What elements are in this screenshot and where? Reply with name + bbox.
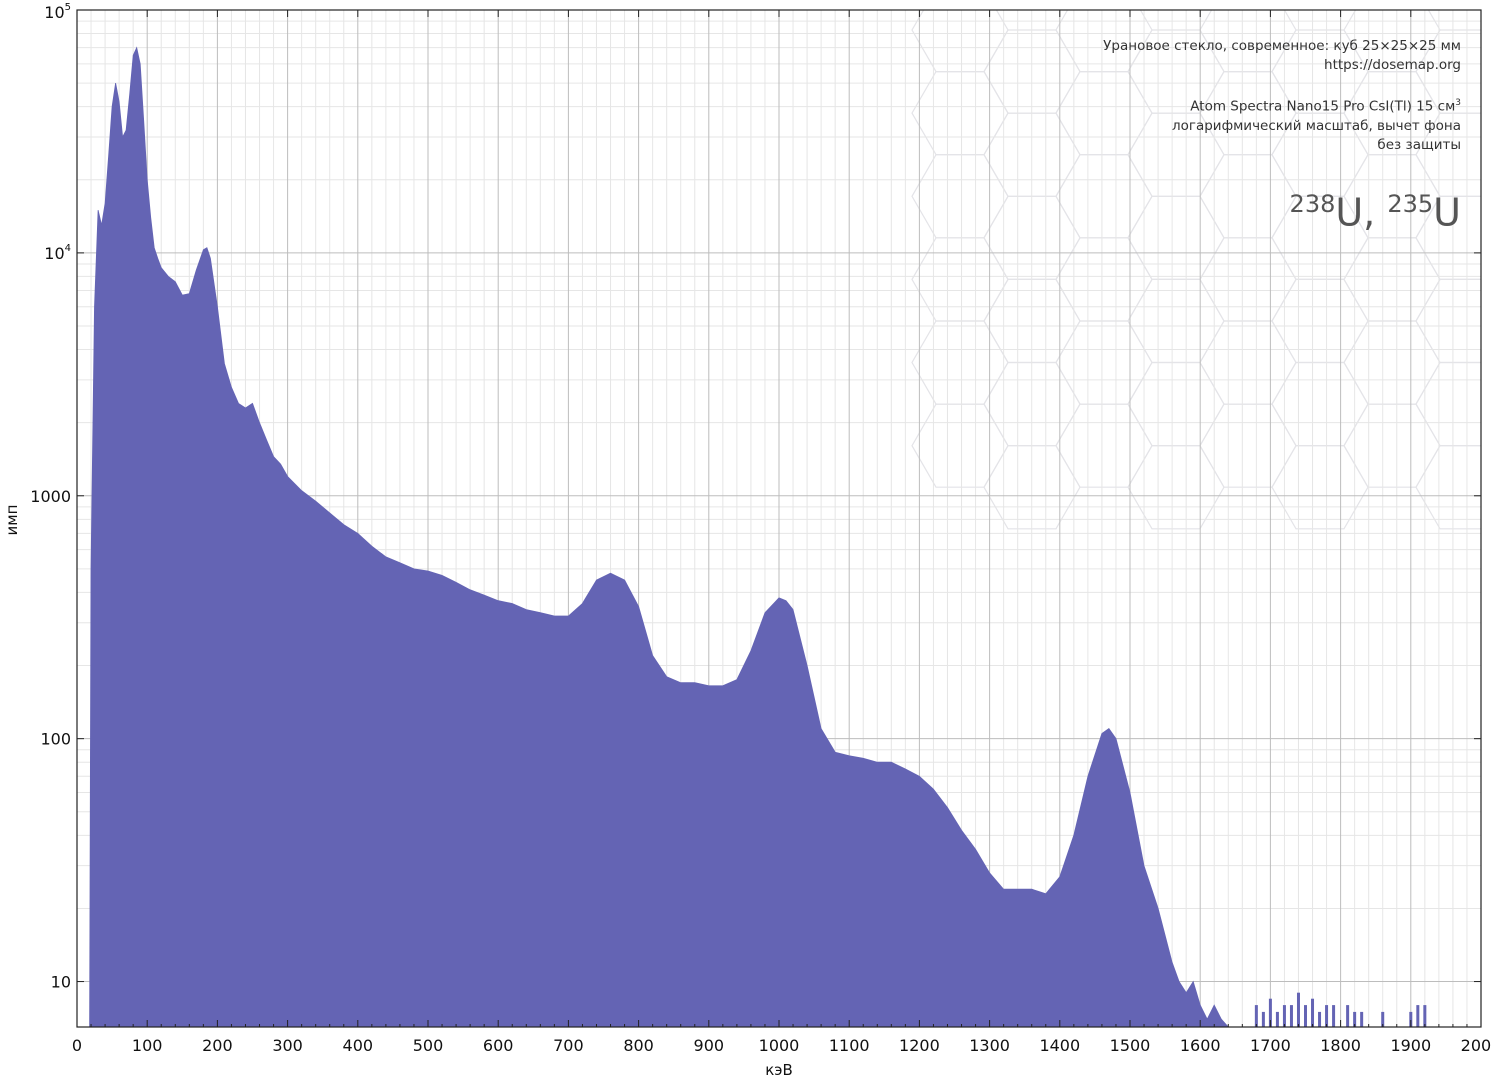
y-tick-label: 1000 [30,487,71,506]
x-tick-label: 800 [623,1036,654,1055]
hexagon-cell [1415,195,1481,280]
spectrum-tail-spike [1304,1005,1307,1027]
x-tick-label: 1500 [1110,1036,1151,1055]
spectrum-tail-spike [1332,1005,1336,1027]
x-tick-label: 1000 [759,1036,800,1055]
annotation-sample: Урановое стекло, современное: куб 25×25×… [1103,37,1461,75]
x-axis-label: кэВ [765,1061,793,1079]
x-tick-label: 1200 [899,1036,940,1055]
spectrum-tail-spike [1353,1011,1357,1027]
x-tick-label: 700 [553,1036,584,1055]
annotation-detector-text: Atom Spectra Nano15 Pro CsI(Tl) 15 см [1190,98,1456,115]
spectrum-tail-spike [1409,1011,1413,1027]
x-tick-label: 1300 [969,1036,1010,1055]
annotation-scale: логарифмический масштаб, вычет фона [1171,117,1461,134]
x-tick-label: 1900 [1390,1036,1431,1055]
spectrum-tail-spike [1325,1005,1329,1027]
x-tick-label: 1700 [1250,1036,1291,1055]
spectrum-tail-spike [1318,1011,1322,1027]
x-tick-label: 2000 [1461,1036,1491,1055]
hexagon-cell [1415,112,1481,197]
y-axis-label: имп [3,505,21,536]
spectrum-tail-spike [1381,1011,1385,1027]
annotation-detector-unit-sup: 3 [1455,98,1461,108]
annotation-detector-line: Atom Spectra Nano15 Pro CsI(Tl) 15 см3 [1172,94,1461,117]
x-tick-label: 100 [132,1036,163,1055]
x-tick-label: 1400 [1039,1036,1080,1055]
spectrum-tail-spike [1261,1011,1265,1027]
isotope1-symbol: U, [1335,190,1376,235]
annotation-detector: Atom Spectra Nano15 Pro CsI(Tl) 15 см3 л… [1172,94,1461,155]
x-tick-label: 200 [202,1036,233,1055]
x-tick-label: 1800 [1320,1036,1361,1055]
annotation-url: https://dosemap.org [1324,57,1461,73]
spectrum-tail-spike [1360,1011,1364,1027]
y-tick-label: 105 [44,2,71,22]
isotope-label: 238U, 235U [1290,190,1461,235]
hexagon-cell [1415,278,1481,364]
spectrum-tail-spike [1296,992,1300,1027]
y-tick-label: 104 [44,243,71,263]
spectrum-tail-spike [1416,1005,1420,1027]
x-tick-label: 500 [413,1036,444,1055]
isotope1-mass: 238 [1289,190,1336,218]
y-axis-ticks: 10 100 1000 104 105 [30,2,1481,992]
spectrum-tail-spike [1268,998,1272,1027]
spectrum-tail-spike [1275,1011,1279,1027]
hexagon-cell [1415,361,1481,447]
spectrum-tail-spike [1282,1005,1286,1027]
y-tick-label: 10 [51,973,71,992]
x-tick-label: 900 [694,1036,725,1055]
spectrum-area-layer [89,46,1427,1027]
x-tick-label: 1100 [829,1036,870,1055]
hexagon-cell [1415,445,1481,530]
x-axis-ticks: 0 100 200 300 400 500 600 700 800 900 1000 1100 1200… [72,10,1491,1055]
spectrum-area [89,46,1229,1027]
spectrum-tail-spike [1311,998,1315,1027]
isotope2-mass: 235 [1387,190,1434,218]
x-tick-label: 400 [343,1036,374,1055]
annotation-shielding: без защиты [1377,136,1461,153]
spectrum-tail-spike [1254,1005,1258,1027]
spectrum-tail-spike [1289,1005,1293,1027]
hexagon-cell [1415,29,1481,114]
x-tick-label: 1600 [1180,1036,1221,1055]
isotope2-symbol: U [1433,190,1461,235]
x-tick-label: 0 [72,1036,82,1055]
spectrum-tail-spike [1346,1005,1350,1027]
y-tick-label: 100 [40,730,71,749]
x-tick-label: 300 [272,1036,303,1055]
spectrum-tail-spike [1423,1005,1427,1027]
annotation-sample-text: Урановое стекло, современное: куб 25×25×… [1103,38,1461,54]
x-tick-label: 600 [483,1036,514,1055]
